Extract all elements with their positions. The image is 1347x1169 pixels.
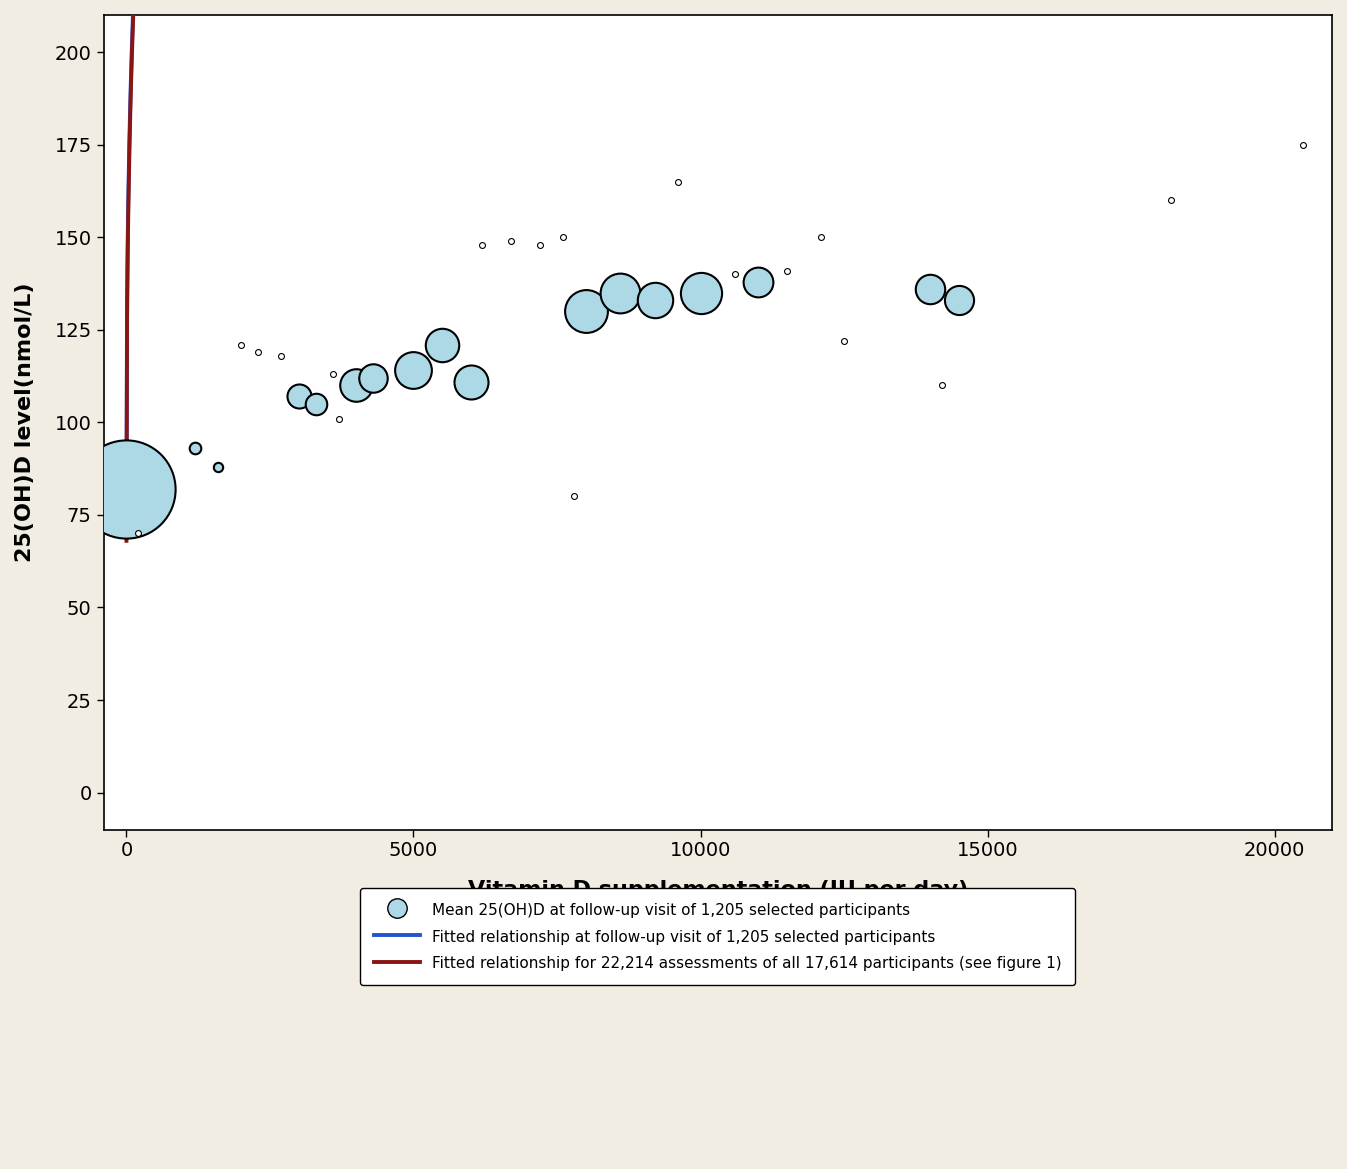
Point <box>322 365 343 383</box>
Point <box>461 372 482 390</box>
Point <box>362 368 384 387</box>
Point <box>500 231 521 250</box>
X-axis label: Vitamin D supplementation (IU per day): Vitamin D supplementation (IU per day) <box>467 880 968 900</box>
Legend: Mean 25(OH)D at follow-up visit of 1,205 selected participants, Fitted relations: Mean 25(OH)D at follow-up visit of 1,205… <box>360 888 1075 985</box>
Point <box>471 235 493 254</box>
Point <box>644 291 665 310</box>
Point <box>811 228 832 247</box>
Point <box>1293 136 1315 154</box>
Point <box>920 279 942 298</box>
Point <box>748 272 769 291</box>
Point <box>776 261 797 279</box>
Point <box>271 346 292 365</box>
Point <box>690 283 711 302</box>
Point <box>306 394 327 413</box>
Point <box>529 235 551 254</box>
Y-axis label: 25(OH)D level(nmol/L): 25(OH)D level(nmol/L) <box>15 283 35 562</box>
Point <box>931 376 952 395</box>
Point <box>552 228 574 247</box>
Point <box>575 302 597 320</box>
Point <box>667 172 688 191</box>
Point <box>834 332 855 351</box>
Point <box>185 438 206 457</box>
Point <box>431 336 453 354</box>
Point <box>127 524 148 542</box>
Point <box>345 376 366 395</box>
Point <box>403 361 424 380</box>
Point <box>609 283 630 302</box>
Point <box>725 265 746 284</box>
Point <box>288 387 310 406</box>
Point <box>116 479 137 498</box>
Point <box>563 487 585 506</box>
Point <box>207 457 229 476</box>
Point <box>230 336 252 354</box>
Point <box>948 291 970 310</box>
Point <box>1161 191 1183 209</box>
Point <box>248 343 269 361</box>
Point <box>329 409 350 428</box>
